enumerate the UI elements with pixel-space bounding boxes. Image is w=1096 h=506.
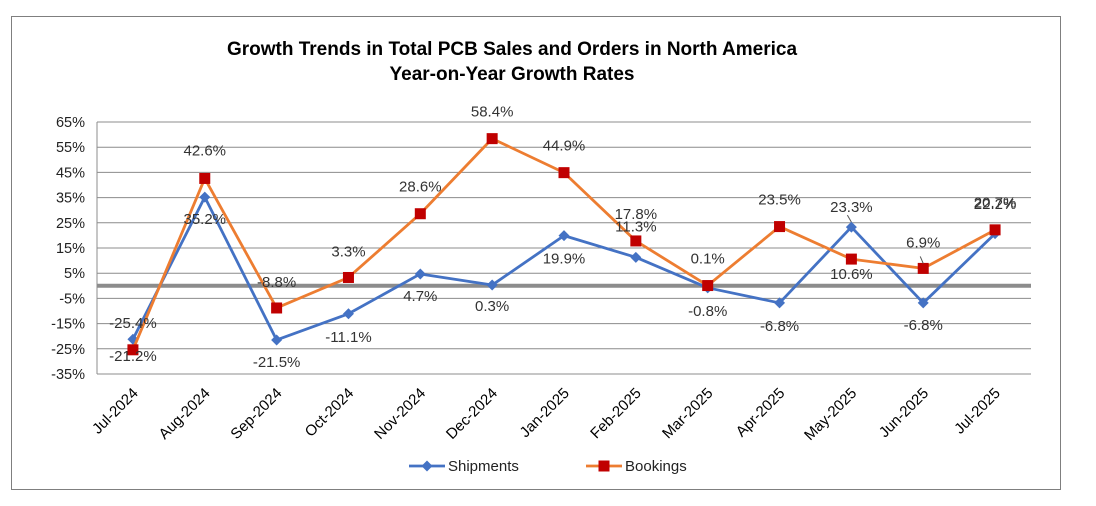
legend-bookings-marker xyxy=(598,460,610,472)
leader-line xyxy=(919,256,924,264)
y-tick-label: 5% xyxy=(64,266,85,282)
shipments-data-label: -21.2% xyxy=(109,348,157,365)
bookings-point xyxy=(127,344,139,356)
bookings-data-label: 42.6% xyxy=(183,142,226,159)
bookings-point xyxy=(414,208,426,220)
x-tick-label: Oct-2024 xyxy=(302,385,358,441)
x-tick-label: Jan-2025 xyxy=(517,385,573,441)
bookings-data-label: 22.2% xyxy=(974,196,1017,213)
shipments-point xyxy=(342,308,354,320)
y-tick-label: 35% xyxy=(56,191,85,207)
y-tick-label: 45% xyxy=(56,165,85,181)
shipments-point xyxy=(271,334,283,346)
leader-line xyxy=(846,214,852,223)
x-tick-label: Sep-2024 xyxy=(227,385,285,443)
shipments-data-label: -11.1% xyxy=(325,329,371,346)
bookings-point xyxy=(558,167,570,179)
x-tick-label: Mar-2025 xyxy=(659,385,716,442)
chart-subtitle: Year-on-Year Growth Rates xyxy=(390,64,635,85)
bookings-point xyxy=(774,221,786,233)
y-axis-ticks: 65% 55% 45% 35% 25% 15% 5% -5% -15% -25% -35% xyxy=(51,115,85,383)
shipments-data-label: 0.3% xyxy=(475,298,509,315)
bookings-data-label: 0.1% xyxy=(691,251,725,268)
bookings-point xyxy=(845,253,857,265)
y-tick-label: -25% xyxy=(51,342,85,358)
shipments-data-label: -6.8% xyxy=(904,317,943,334)
y-tick-label: 25% xyxy=(56,216,85,232)
bookings-data-label: 6.9% xyxy=(906,234,940,251)
bookings-data-label: 58.4% xyxy=(471,104,514,121)
legend-bookings-label: Bookings xyxy=(625,458,687,475)
shipments-point xyxy=(558,230,570,242)
y-tick-label: -35% xyxy=(51,367,85,383)
bookings-data-label: 44.9% xyxy=(543,138,586,155)
shipments-data-label: 11.3% xyxy=(615,218,656,235)
y-tick-label: 65% xyxy=(56,115,85,131)
legend: Shipments Bookings xyxy=(409,458,687,475)
shipments-data-label: -0.8% xyxy=(688,303,727,320)
x-tick-label: Jun-2025 xyxy=(876,385,932,441)
y-tick-label: -5% xyxy=(59,291,85,307)
shipments-point xyxy=(486,279,498,291)
x-tick-label: Nov-2024 xyxy=(371,385,429,443)
x-tick-label: May-2025 xyxy=(801,385,860,444)
y-tick-label: 15% xyxy=(56,241,85,257)
bookings-data-label: 3.3% xyxy=(331,243,365,260)
chart-frame: Growth Trends in Total PCB Sales and Ord… xyxy=(11,16,1061,490)
data-labels: -21.2% 35.2% -21.5% -11.1% 4.7% 0.3% 19.9% 11.3… xyxy=(109,104,1016,371)
line-chart: Growth Trends in Total PCB Sales and Ord… xyxy=(51,39,1031,475)
x-tick-label: Feb-2025 xyxy=(587,385,644,442)
shipments-data-label: 23.3% xyxy=(830,199,873,216)
shipments-data-label: 35.2% xyxy=(183,211,226,228)
shipments-data-label: -6.8% xyxy=(760,318,799,335)
shipments-data-label: 4.7% xyxy=(403,288,437,305)
gridlines xyxy=(96,121,1031,375)
shipments-data-label: 20.7% xyxy=(974,195,1017,212)
shipments-point xyxy=(630,251,642,263)
chart-title: Growth Trends in Total PCB Sales and Ord… xyxy=(227,39,798,60)
legend-shipments-marker xyxy=(421,460,433,472)
series-layer xyxy=(127,133,1001,356)
y-tick-label: 55% xyxy=(56,140,85,156)
bookings-data-label: 23.5% xyxy=(758,192,801,209)
shipments-point xyxy=(199,191,211,203)
bookings-data-label: -8.8% xyxy=(257,274,296,291)
bookings-data-label: 17.8% xyxy=(615,206,658,223)
y-tick-label: -15% xyxy=(51,317,85,333)
shipments-point xyxy=(414,268,426,280)
x-axis-ticks: Jul-2024 Aug-2024 Sep-2024 Oct-2024 Nov-2024… xyxy=(89,385,1004,444)
x-tick-label: Jul-2024 xyxy=(89,385,142,438)
bookings-point xyxy=(989,224,1001,236)
bookings-point xyxy=(271,302,283,314)
x-tick-label: Aug-2024 xyxy=(156,385,214,443)
legend-shipments-label: Shipments xyxy=(448,458,519,475)
shipments-point xyxy=(917,297,929,309)
shipments-data-label: 19.9% xyxy=(543,251,586,268)
bookings-point xyxy=(342,271,354,283)
bookings-data-label: 10.6% xyxy=(830,266,873,283)
bookings-data-label: -25.4% xyxy=(109,315,157,332)
bookings-point xyxy=(486,133,498,145)
bookings-data-label: 28.6% xyxy=(399,179,442,196)
x-tick-label: Dec-2024 xyxy=(443,385,501,443)
bookings-point xyxy=(917,262,929,274)
shipments-point xyxy=(774,297,786,309)
shipments-point xyxy=(845,221,857,233)
x-tick-label: Jul-2025 xyxy=(951,385,1004,438)
bookings-point xyxy=(630,235,642,247)
bookings-point xyxy=(199,172,211,184)
shipments-data-label: -21.5% xyxy=(253,354,301,371)
bookings-point xyxy=(702,280,714,292)
x-tick-label: Apr-2025 xyxy=(733,385,789,441)
